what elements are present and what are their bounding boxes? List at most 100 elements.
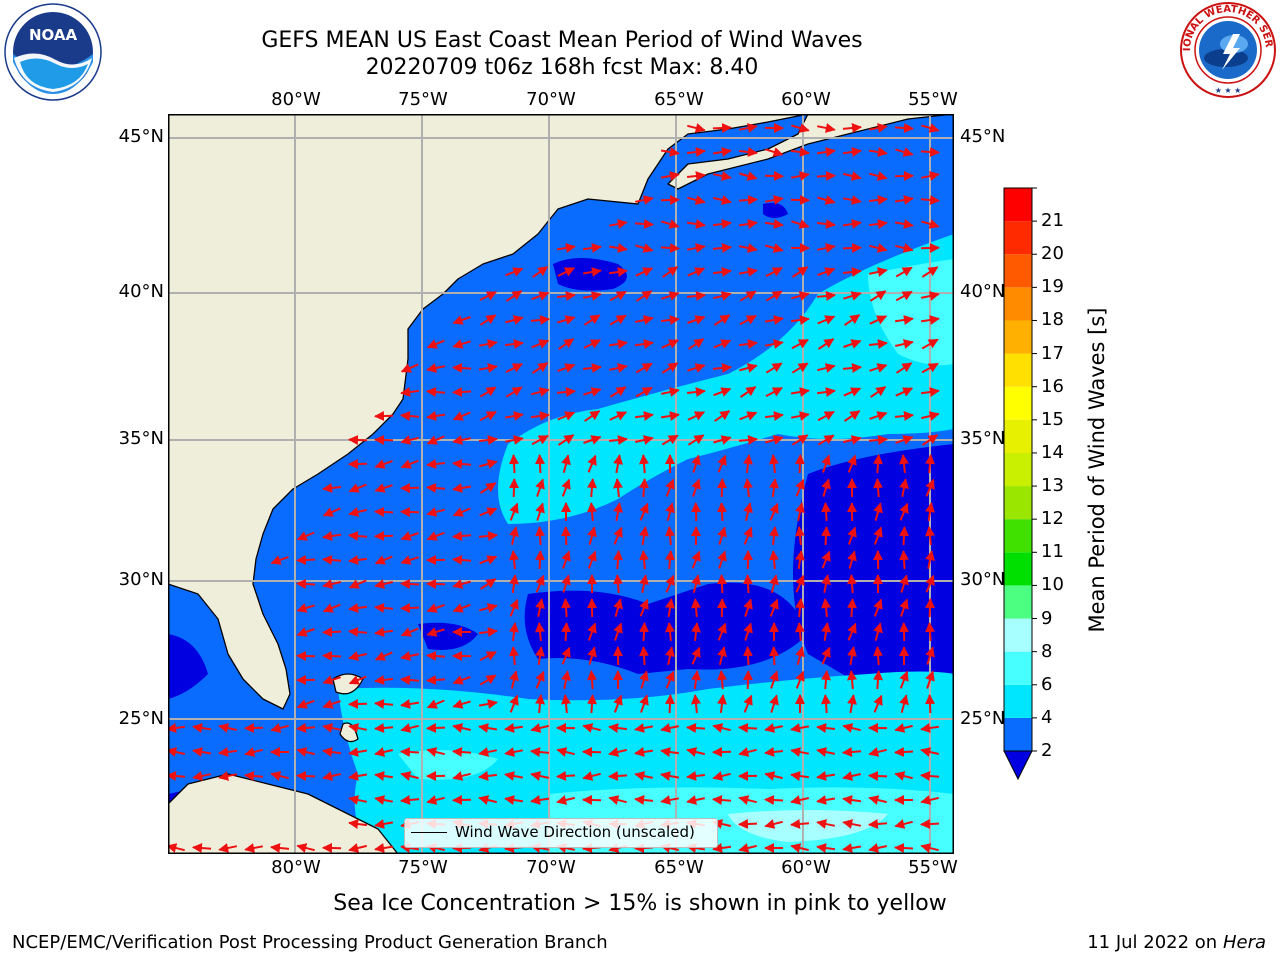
wave-direction-arrow [426, 723, 446, 733]
wave-direction-arrow [634, 747, 654, 757]
wave-direction-arrow [426, 339, 445, 349]
wave-direction-arrow [509, 502, 519, 521]
wave-direction-arrow [873, 526, 883, 545]
wave-direction-arrow [322, 747, 342, 757]
wave-direction-arrow [713, 291, 732, 301]
wave-direction-arrow [847, 694, 857, 714]
wave-direction-arrow [609, 386, 627, 398]
wave-direction-arrow [738, 219, 758, 229]
wave-direction-arrow [686, 747, 706, 757]
wave-direction-arrow [478, 435, 498, 445]
wave-direction-arrow [532, 266, 549, 278]
wave-direction-arrow [561, 646, 571, 665]
wave-direction-arrow [816, 771, 836, 781]
wave-direction-arrow [561, 526, 571, 546]
wave-direction-arrow [821, 694, 831, 714]
wave-direction-arrow [608, 363, 628, 373]
wave-direction-arrow [660, 723, 680, 733]
wave-direction-arrow [639, 622, 649, 642]
wave-direction-arrow [374, 555, 393, 565]
lon-tick-bottom-65w: 65°W [654, 857, 704, 878]
wave-direction-arrow [400, 363, 419, 373]
wave-direction-arrow [426, 699, 445, 709]
wave-direction-arrow [899, 550, 909, 570]
wave-direction-arrow [842, 219, 862, 229]
wave-direction-arrow [765, 267, 783, 277]
wave-direction-arrow [795, 622, 805, 642]
wave-direction-arrow [769, 526, 779, 546]
wave-direction-arrow [743, 598, 753, 617]
wave-direction-arrow [738, 243, 758, 253]
wave-direction-arrow [348, 771, 368, 781]
wave-direction-arrow [426, 795, 445, 805]
wave-direction-arrow [816, 123, 836, 133]
wave-direction-arrow [712, 123, 732, 133]
colorbar-frame [1003, 187, 1033, 752]
wave-direction-arrow [686, 771, 706, 781]
wave-direction-arrow [374, 459, 393, 469]
wave-direction-arrow [764, 747, 784, 757]
colorbar-tick-label: 11 [1041, 541, 1064, 563]
wave-direction-arrow [847, 646, 857, 666]
wave-direction-arrow [587, 526, 597, 545]
wave-direction-arrow [817, 434, 835, 446]
wave-direction-arrow [921, 123, 940, 133]
wave-direction-arrow [530, 747, 550, 757]
wave-direction-arrow [894, 747, 914, 757]
wave-direction-arrow [765, 362, 783, 374]
nws-logo: NATIONAL WEATHER SERVICE ★ ★ ★ [1178, 0, 1276, 98]
wave-direction-arrow [478, 699, 498, 709]
wave-direction-arrow [821, 574, 831, 593]
wave-direction-arrow [847, 574, 857, 594]
colorbar-segment [1004, 684, 1032, 718]
wave-direction-arrow [561, 670, 571, 689]
wave-direction-arrow [712, 267, 732, 277]
wave-direction-arrow [686, 171, 706, 181]
wave-direction-arrow [661, 339, 680, 349]
wave-direction-arrow [296, 843, 315, 853]
wave-direction-arrow [764, 171, 784, 181]
wave-direction-arrow [660, 147, 680, 157]
wave-direction-arrow [714, 410, 731, 422]
wave-direction-arrow [639, 550, 649, 570]
lat-tick-left-45n: 45°N [118, 126, 164, 147]
wave-direction-arrow [894, 339, 914, 349]
wave-direction-arrow [712, 243, 732, 253]
wave-direction-arrow [920, 747, 940, 757]
wave-direction-arrow [556, 771, 576, 781]
wave-direction-arrow [842, 123, 862, 133]
wave-direction-arrow [712, 795, 732, 805]
wave-direction-arrow [899, 622, 909, 642]
wave-direction-arrow [583, 339, 602, 349]
colorbar-segment [1004, 221, 1032, 255]
wave-direction-arrow [869, 315, 888, 325]
wave-direction-arrow [557, 267, 575, 277]
wave-direction-arrow [426, 651, 446, 661]
wave-direction-arrow [920, 843, 939, 853]
colorbar-tick-label: 16 [1041, 375, 1064, 397]
wave-direction-arrow [738, 123, 758, 133]
wave-direction-arrow [348, 555, 368, 565]
colorbar-tick-label: 19 [1041, 276, 1064, 298]
wave-direction-arrow [244, 771, 264, 781]
wave-direction-arrow [869, 243, 888, 253]
wave-direction-arrow [452, 771, 471, 781]
wave-direction-arrow [870, 386, 887, 398]
wave-direction-arrow [817, 338, 835, 350]
wave-direction-arrow [556, 387, 576, 397]
wave-direction-arrow [582, 723, 601, 733]
wave-direction-arrow [531, 291, 550, 301]
wave-direction-arrow [479, 507, 498, 517]
wave-direction-arrow [920, 795, 939, 805]
colorbar-segment [1004, 618, 1032, 652]
wave-direction-arrow [894, 723, 913, 733]
wave-direction-arrow [509, 454, 519, 474]
wave-direction-arrow [717, 670, 727, 690]
wave-direction-arrow [426, 435, 445, 445]
wave-direction-arrow [426, 603, 445, 613]
wave-direction-arrow [660, 315, 680, 325]
wave-direction-arrow [635, 290, 653, 302]
wave-direction-arrow [847, 526, 857, 545]
wave-direction-arrow [821, 622, 831, 642]
wave-direction-arrow [505, 363, 523, 373]
